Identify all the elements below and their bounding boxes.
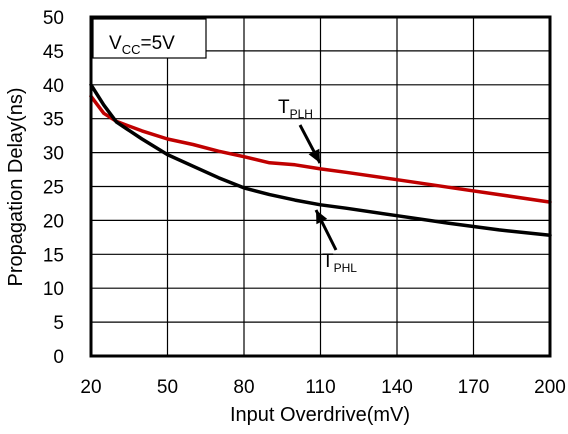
series-line-phl [89,83,552,238]
y-tick-label: 10 [43,279,64,300]
condition-box [92,18,207,59]
plot-frame [89,15,552,358]
x-tick-label: 20 [80,377,101,398]
y-tick-label: 15 [43,245,64,266]
x-tick-label: 140 [381,377,413,398]
annotation-arrow-head [308,148,320,163]
x-tick-label: 50 [157,377,178,398]
x-tick-label: 200 [534,377,566,398]
x-tick-label: 80 [233,377,254,398]
series-label-phl: TPHL [322,251,357,275]
y-tick-label: 20 [43,211,64,232]
annotation-arrow-head [316,210,328,225]
y-tick-label: 45 [43,42,64,63]
grid-layer [91,17,550,356]
x-tick-label: 110 [305,377,335,398]
y-tick-label: 25 [43,178,64,199]
y-tick-label: 35 [43,110,64,131]
y-tick-label: 30 [43,144,64,165]
series-label-plh: TPLH [278,97,313,121]
frame-layer [89,15,552,358]
annotation-layer: VCC=5V TPLH TPHL [92,18,357,275]
y-tick-label: 5 [53,313,64,334]
x-axis-title: Input Overdrive(mV) [230,404,410,426]
y-axis-title: Propagation Delay(ns) [5,88,27,287]
y-tick-label: 0 [53,347,64,368]
series-line-plh [89,94,552,204]
condition-label: VCC=5V [109,33,175,57]
tick-layer: 0 5 10 15 20 25 30 35 40 45 50 20 50 80 110 140 170 200 [43,8,566,398]
y-tick-label: 40 [43,76,64,97]
x-tick-label: 170 [458,377,490,398]
y-tick-label: 50 [43,8,64,29]
series-layer [89,83,552,238]
